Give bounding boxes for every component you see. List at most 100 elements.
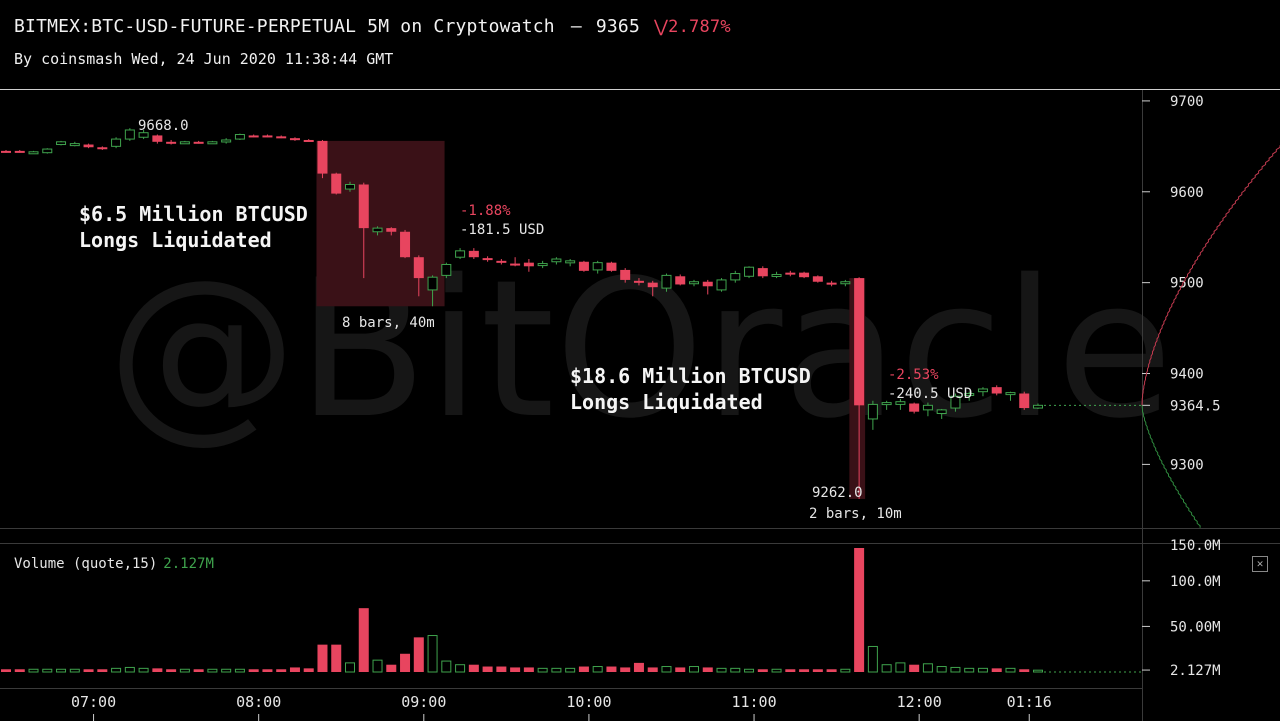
candle-body-up — [881, 402, 892, 406]
volume-bar-up — [964, 667, 975, 673]
volume-value: 2.127M — [163, 556, 214, 572]
volume-bar-down — [386, 664, 397, 672]
price-tick-label: 9600 — [1170, 185, 1204, 201]
volume-bar-down — [785, 669, 796, 672]
volume-bar-up — [1005, 667, 1016, 673]
candle-body-down — [854, 278, 865, 406]
volume-bar-up — [716, 667, 727, 673]
volume-bar-down — [303, 668, 314, 672]
volume-bar-up — [936, 666, 947, 673]
candle-body-down — [785, 272, 796, 275]
candle-body-down — [400, 231, 411, 258]
time-tick-label: 07:00 — [71, 693, 116, 711]
volume-bar-down — [193, 669, 204, 672]
volume-bar-down — [702, 667, 713, 672]
liquidation-note-2-line2: Longs Liquidated — [570, 390, 763, 414]
volume-tick-label: 50.00M — [1170, 619, 1221, 635]
candle-body-down — [909, 403, 920, 412]
volume-bar-down — [1, 669, 11, 672]
high-price-label: 9668.0 — [138, 118, 189, 134]
candle-body-down — [303, 139, 314, 142]
volume-bar-up — [867, 645, 878, 673]
candle-body-up — [1005, 392, 1016, 396]
volume-bar-up — [565, 667, 576, 673]
candle-body-up — [867, 403, 878, 420]
candle-body-up — [69, 143, 80, 147]
candle-body-down — [799, 272, 810, 278]
volume-bar-down — [812, 669, 823, 672]
volume-bar-up — [234, 668, 245, 673]
time-tick-label: 12:00 — [897, 693, 942, 711]
liquidation-note-2-line1: $18.6 Million BTCUSD — [570, 364, 811, 388]
candle-body-up — [111, 138, 122, 147]
price-tick-label: 9500 — [1170, 276, 1204, 292]
candle-body-up — [977, 388, 988, 393]
volume-bar-down — [647, 667, 658, 672]
time-tick-label: 09:00 — [401, 693, 446, 711]
candle-body-down — [578, 261, 589, 271]
chart-header: BITMEX:BTC-USD-FUTURE-PERPETUAL 5M on Cr… — [0, 0, 1280, 90]
volume-tick-label: 2.127M — [1170, 663, 1221, 679]
candle-body-down — [647, 282, 658, 288]
candle-body-up — [689, 281, 699, 285]
volume-title: Volume (quote,15) 2.127M — [14, 556, 214, 572]
volume-bar-down — [1019, 669, 1030, 672]
volume-bar-down — [578, 666, 589, 672]
candle-body-up — [207, 141, 218, 145]
candle-body-up — [345, 184, 355, 190]
candle-body-down — [1, 150, 11, 153]
candle-body-down — [1019, 393, 1030, 409]
volume-bar-down — [152, 668, 163, 672]
volume-bar-up — [56, 668, 67, 673]
volume-bar-down — [276, 669, 287, 672]
candle-body-down — [386, 228, 397, 232]
volume-bar-up — [345, 662, 355, 673]
volume-bar-down — [854, 548, 865, 672]
candle-body-up — [950, 395, 961, 409]
time-tick-label: 01:16 — [1007, 693, 1052, 711]
volume-bar-up — [179, 668, 190, 673]
volume-bar-up — [111, 667, 122, 673]
measure-box-2-pct: -2.53% — [888, 367, 939, 383]
volume-bar-up — [689, 666, 699, 673]
candle-body-down — [496, 260, 507, 263]
candle-body-up — [537, 263, 548, 267]
candle-body-down — [152, 135, 163, 142]
measure-box-2-usd: -240.5 USD — [888, 386, 972, 402]
candle-body-up — [42, 148, 53, 154]
volume-bar-up — [69, 668, 80, 673]
byline: By coinsmash Wed, 24 Jun 2020 11:38:44 G… — [14, 50, 394, 68]
candle-body-down — [991, 387, 1002, 394]
symbol-title: BITMEX:BTC-USD-FUTURE-PERPETUAL 5M on Cr… — [14, 16, 555, 37]
candle-body-up — [221, 139, 232, 143]
volume-bar-down — [620, 667, 631, 672]
measure-box-1-pct: -1.88% — [460, 203, 511, 219]
title-dash: — — [570, 16, 582, 37]
price-tick-label: 9400 — [1170, 367, 1204, 383]
volume-bar-up — [221, 668, 232, 673]
candle-body-up — [922, 404, 933, 411]
ask-depth-curve — [1141, 145, 1280, 406]
volume-tick-label: 150.0M — [1170, 538, 1221, 554]
candle-body-down — [193, 141, 204, 144]
close-volume-icon[interactable]: ✕ — [1252, 556, 1268, 572]
price-change: ⋁2.787% — [654, 17, 731, 37]
time-tick-label: 08:00 — [236, 693, 281, 711]
candle-body-up — [179, 141, 190, 145]
volume-bar-down — [317, 644, 328, 672]
volume-bar-down — [496, 666, 507, 672]
volume-bar-down — [675, 667, 686, 672]
volume-bar-down — [400, 653, 411, 672]
candle-body-down — [523, 262, 534, 267]
candle-body-up — [730, 273, 741, 281]
chart-title: BITMEX:BTC-USD-FUTURE-PERPETUAL 5M on Cr… — [14, 16, 731, 37]
candle-body-up — [551, 258, 562, 263]
volume-bar-up — [28, 668, 39, 673]
volume-bar-up — [124, 666, 135, 673]
volume-bar-down — [606, 666, 617, 672]
volume-bar-down — [289, 667, 300, 672]
candle-body-down — [757, 268, 768, 277]
last-price: 9365 — [595, 16, 641, 37]
liquidation-note-1-line2: Longs Liquidated — [79, 228, 272, 252]
